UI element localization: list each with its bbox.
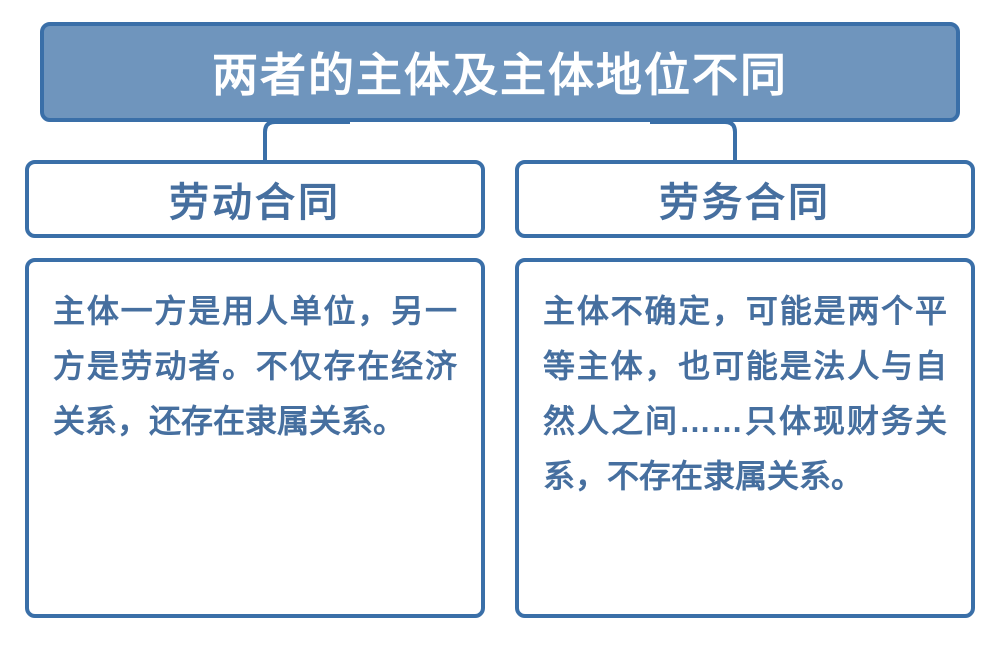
right-body-text: 主体不确定，可能是两个平等主体，也可能是法人与自然人之间……只体现财务关系，不存… xyxy=(543,293,947,494)
right-column: 劳务合同 主体不确定，可能是两个平等主体，也可能是法人与自然人之间……只体现财务… xyxy=(515,160,975,618)
comparison-diagram: 两者的主体及主体地位不同 劳动合同 主体一方是用人单位，另一方是劳动者。不仅存在… xyxy=(24,22,976,644)
connector-path xyxy=(265,122,350,160)
right-body-box: 主体不确定，可能是两个平等主体，也可能是法人与自然人之间……只体现财务关系，不存… xyxy=(515,258,975,618)
connector-path xyxy=(650,122,735,160)
left-subheader-box: 劳动合同 xyxy=(25,160,485,238)
connector-left xyxy=(180,120,360,160)
left-column: 劳动合同 主体一方是用人单位，另一方是劳动者。不仅存在经济关系，还存在隶属关系。 xyxy=(25,160,485,618)
connector-right xyxy=(640,120,820,160)
left-body-box: 主体一方是用人单位，另一方是劳动者。不仅存在经济关系，还存在隶属关系。 xyxy=(25,258,485,618)
left-body-text: 主体一方是用人单位，另一方是劳动者。不仅存在经济关系，还存在隶属关系。 xyxy=(53,293,457,439)
columns-row: 劳动合同 主体一方是用人单位，另一方是劳动者。不仅存在经济关系，还存在隶属关系。… xyxy=(25,160,975,618)
connectors xyxy=(40,122,960,160)
header-title: 两者的主体及主体地位不同 xyxy=(212,39,788,105)
left-subheader: 劳动合同 xyxy=(169,170,341,228)
right-subheader-box: 劳务合同 xyxy=(515,160,975,238)
right-subheader: 劳务合同 xyxy=(659,170,831,228)
header-title-box: 两者的主体及主体地位不同 xyxy=(40,22,960,122)
